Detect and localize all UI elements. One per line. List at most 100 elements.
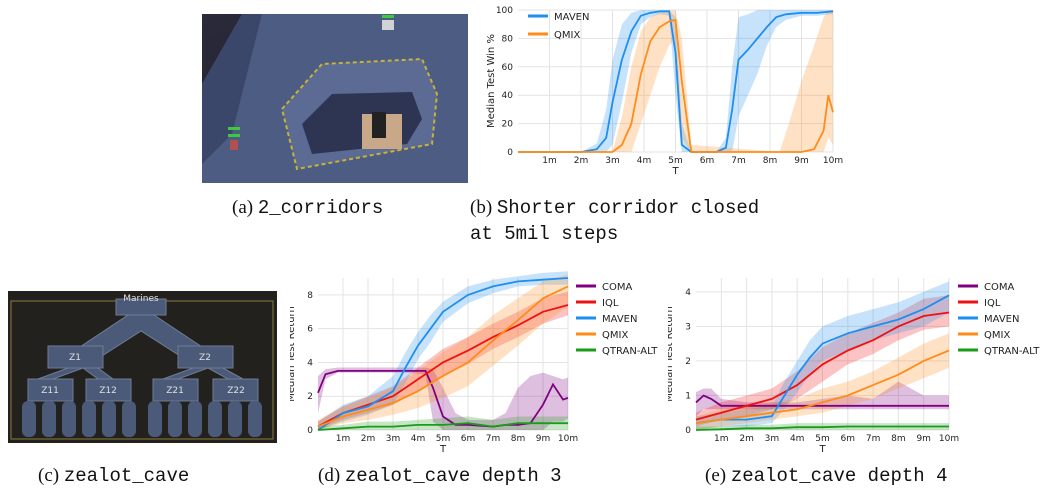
map-label-z1: Z1: [69, 353, 81, 363]
caption-a-label: (a): [232, 197, 254, 218]
y-tick-label: 2: [685, 357, 691, 367]
map-label-z11: Z11: [41, 386, 59, 396]
x-tick-label: 6m: [841, 434, 856, 444]
legend-label-iql: IQL: [602, 298, 619, 309]
legend-label-maven: MAVEN: [554, 12, 589, 23]
x-tick-label: 2m: [361, 434, 376, 444]
caption-c-label: (c): [38, 465, 60, 486]
legend-label-maven: MAVEN: [602, 314, 637, 325]
map-zealot-cave: Marines Z1 Z2 Z11 Z12 Z21 Z22: [8, 291, 277, 443]
band-coma: [318, 367, 568, 430]
legend-label-coma: COMA: [984, 282, 1014, 293]
map-label-z2: Z2: [199, 353, 211, 363]
caption-e-text: zealot_cave depth 4: [730, 465, 948, 487]
band-qmix: [518, 10, 833, 152]
legend-label-coma: COMA: [602, 282, 632, 293]
legend-label-qtran-alt: QTRAN-ALT: [984, 346, 1040, 357]
y-tick-label: 4: [685, 288, 691, 298]
legend-label-maven: MAVEN: [984, 314, 1019, 325]
series-line-qtran-alt: [317, 422, 568, 431]
x-tick-label: 8m: [891, 434, 906, 444]
series-line-iql: [317, 304, 569, 428]
caption-b-line2: at 5mil steps: [470, 223, 619, 245]
chart-e-svg: 0 1 2 3 4 1m 2m 3m 4m 5m 6m 7m 8m 9m 10m T Median Test R…: [664, 278, 1040, 455]
band-maven: [696, 281, 949, 430]
y-tick-label: 6: [307, 325, 313, 335]
x-tick-label: 6m: [700, 156, 715, 166]
x-tick-label: 9m: [794, 156, 809, 166]
x-tick-label: 7m: [866, 434, 881, 444]
chart-d: 0 2 4 6 8 1m 2m 3m 4m 5m 6m 7m 8m 9m 10m T Median Test R…: [286, 268, 660, 456]
band-iql: [696, 295, 949, 427]
series-line-qmix: [695, 349, 950, 424]
y-tick-label: 1: [685, 391, 691, 401]
x-tick-label: 1m: [714, 434, 729, 444]
x-tick-label: 10m: [558, 434, 578, 444]
y-tick-label: 0: [307, 426, 313, 436]
map-label-z21: Z21: [166, 386, 184, 396]
map-label-z22: Z22: [227, 386, 245, 396]
band-iql: [318, 291, 568, 430]
x-tick-label: 1m: [336, 434, 351, 444]
x-tick-label: 1m: [542, 156, 557, 166]
caption-d: (d) zealot_cave depth 3: [318, 464, 562, 488]
caption-b-2: at 5mil steps: [470, 222, 618, 246]
map-label-z12: Z12: [99, 386, 117, 396]
y-tick-label: 4: [307, 358, 313, 368]
x-tick-label: 5m: [815, 434, 830, 444]
caption-a-text: 2_corridors: [257, 197, 384, 219]
x-tick-label: 9m: [536, 434, 551, 444]
y-axis-label: Median Test Return: [290, 306, 297, 402]
band-maven: [318, 271, 568, 430]
x-tick-label: 10m: [939, 434, 959, 444]
x-tick-label: 3m: [605, 156, 620, 166]
legend-label-qmix: QMIX: [602, 330, 628, 341]
y-tick-label: 8: [307, 291, 313, 301]
series-line-qmix: [317, 285, 569, 428]
series-line-iql: [695, 311, 950, 421]
series-line-maven: [317, 277, 569, 431]
x-tick-label: 4m: [637, 156, 652, 166]
map-label-marines: Marines: [123, 294, 159, 304]
y-tick-label: 40: [502, 91, 514, 101]
x-tick-label: 2m: [739, 434, 754, 444]
caption-e: (e) zealot_cave depth 4: [705, 464, 947, 488]
caption-b: (b) Shorter corridor closed: [470, 196, 759, 220]
x-tick-label: 7m: [731, 156, 746, 166]
y-axis-label: Median Test Return: [668, 306, 675, 402]
caption-d-label: (d): [318, 465, 341, 486]
legend-label-qmix: QMIX: [554, 30, 580, 41]
chart-b-svg: 0 20 40 60 80 100 1m 2m 3m 4m 5m 6m 7m 8m 9m 10m T Median…: [486, 6, 843, 177]
y-tick-label: 100: [496, 6, 513, 16]
x-axis-label: T: [818, 444, 826, 455]
series-line-qmix: [518, 18, 834, 153]
x-tick-label: 7m: [486, 434, 501, 444]
x-tick-label: 5m: [668, 156, 683, 166]
x-tick-label: 3m: [386, 434, 401, 444]
caption-d-text: zealot_cave depth 3: [344, 465, 562, 487]
x-tick-label: 4m: [790, 434, 805, 444]
legend-label-iql: IQL: [984, 298, 1001, 309]
y-tick-label: 20: [502, 120, 514, 130]
y-axis-label: Median Test Win %: [486, 34, 497, 128]
x-tick-label: 5m: [436, 434, 451, 444]
x-tick-label: 6m: [461, 434, 476, 444]
y-tick-label: 80: [502, 34, 514, 44]
series-line-qtran-alt: [695, 425, 949, 431]
caption-e-label: (e): [705, 465, 727, 486]
y-tick-label: 3: [685, 322, 691, 332]
map-2-corridors: [202, 14, 468, 183]
chart-e: 0 1 2 3 4 1m 2m 3m 4m 5m 6m 7m 8m 9m 10m T Median Test R…: [664, 268, 1042, 456]
caption-c: (c) zealot_cave: [38, 464, 189, 488]
x-tick-label: 10m: [823, 156, 843, 166]
x-tick-label: 9m: [916, 434, 931, 444]
legend-label-qmix: QMIX: [984, 330, 1010, 341]
series-line-maven: [695, 294, 950, 424]
x-tick-label: 3m: [765, 434, 780, 444]
x-tick-label: 8m: [511, 434, 526, 444]
x-tick-label: 4m: [411, 434, 426, 444]
y-tick-label: 0: [507, 148, 513, 158]
map-2-corridors-image: [202, 14, 468, 183]
caption-a: (a) 2_corridors: [232, 196, 383, 220]
x-axis-label: T: [439, 444, 447, 455]
